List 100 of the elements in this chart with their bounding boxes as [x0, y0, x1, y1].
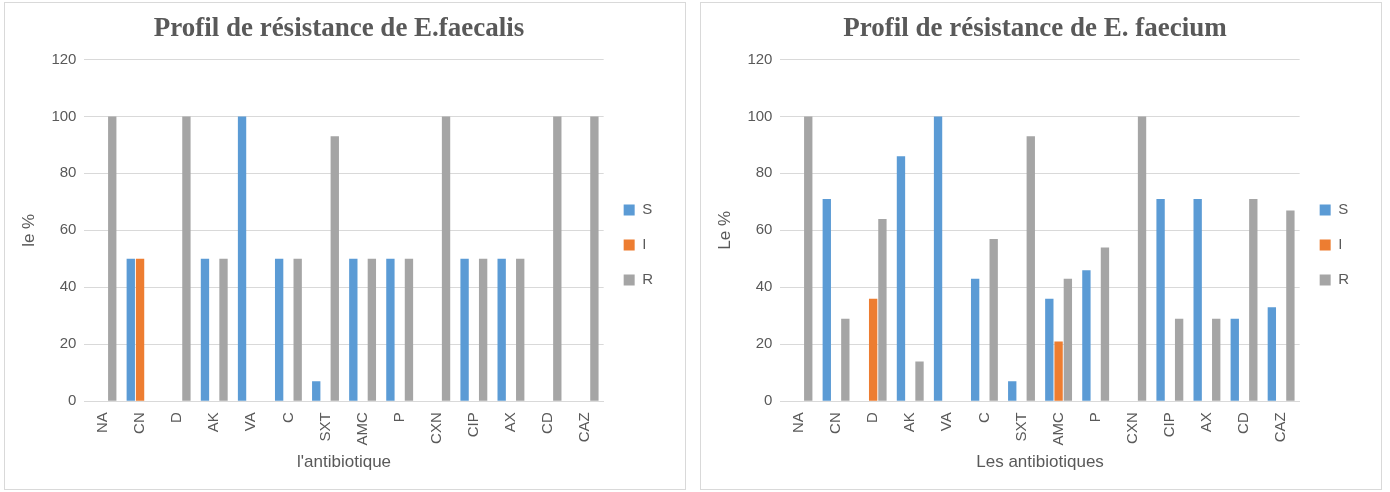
bar: [1100, 247, 1110, 401]
x-tick-label: CAZ: [1271, 412, 1289, 443]
y-tick-label: 60: [755, 220, 773, 238]
legend-label: I: [1338, 235, 1343, 253]
x-tick-label: CIP: [1160, 412, 1177, 438]
y-tick-label: 60: [59, 220, 77, 238]
x-tick-label: AK: [900, 412, 918, 433]
x-tick-label: AK: [204, 412, 222, 433]
y-tick-label: 40: [59, 277, 77, 295]
x-tick-label: VA: [937, 412, 955, 432]
bar: [330, 136, 339, 401]
y-tick-label: 80: [755, 163, 773, 181]
bar: [386, 258, 395, 401]
x-tick-label: SXT: [1011, 412, 1029, 442]
y-tick-label: 40: [755, 277, 773, 295]
x-tick-label: D: [863, 412, 881, 424]
bar: [312, 381, 321, 401]
x-axis-title: l'antibiotique: [297, 452, 392, 472]
y-axis-title: Le %: [714, 210, 734, 250]
legend-label: R: [642, 270, 654, 288]
x-tick-label: CXN: [1122, 412, 1140, 444]
bar: [126, 258, 135, 401]
x-tick-label: NA: [789, 412, 807, 434]
y-tick-label: 0: [68, 391, 77, 409]
x-tick-label: CAZ: [575, 412, 593, 443]
bar: [441, 116, 451, 401]
x-tick-label: CD: [538, 412, 556, 434]
x-tick-label: NA: [93, 412, 111, 434]
x-tick-label: CD: [1234, 412, 1252, 434]
x-tick-label: AMC: [352, 412, 370, 446]
bar: [135, 258, 145, 401]
x-tick-label: CN: [130, 412, 148, 434]
bar: [404, 258, 414, 401]
bar: [367, 258, 377, 401]
bar: [1267, 307, 1277, 401]
chart-title: Profil de résistance de E.faecalis: [153, 12, 525, 43]
bar: [1193, 199, 1202, 401]
x-tick-label: CXN: [426, 412, 444, 444]
bar: [1249, 199, 1258, 401]
x-axis-title: Les antibiotiques: [976, 452, 1104, 472]
bar: [200, 258, 210, 401]
bar: [108, 116, 117, 401]
y-tick-label: 120: [51, 49, 77, 67]
legend-label: I: [642, 235, 647, 253]
bar: [1026, 136, 1035, 401]
y-tick-label: 20: [59, 334, 77, 352]
bar: [1230, 318, 1239, 401]
bar: [1286, 210, 1295, 401]
bar: [182, 116, 191, 401]
x-tick-label: P: [1085, 412, 1103, 423]
bar: [1008, 381, 1017, 401]
bar: [1054, 341, 1063, 401]
y-tick-label: 0: [764, 391, 773, 409]
x-tick-label: CN: [826, 412, 844, 434]
y-axis-title: le %: [18, 213, 38, 247]
bar: [460, 258, 469, 401]
bar: [219, 258, 228, 401]
bar: [896, 156, 906, 401]
bar: [868, 298, 878, 401]
bar: [989, 238, 998, 401]
y-tick-label: 100: [747, 106, 773, 124]
bar: [237, 116, 247, 401]
legend-label: S: [642, 200, 653, 218]
bar: [349, 258, 358, 401]
bar: [497, 258, 506, 401]
bar: [804, 116, 813, 401]
legend-label: S: [1338, 200, 1349, 218]
bar: [1174, 318, 1184, 401]
x-tick-label: AX: [1197, 412, 1215, 433]
bar: [933, 116, 943, 401]
x-tick-label: VA: [241, 412, 259, 432]
bar: [822, 199, 831, 401]
bar: [841, 318, 850, 401]
x-tick-label: D: [167, 412, 185, 424]
bar: [1045, 298, 1054, 401]
y-tick-label: 20: [755, 334, 773, 352]
x-tick-label: SXT: [315, 412, 333, 442]
bar: [1156, 199, 1165, 401]
bar: [274, 258, 284, 401]
bar: [915, 361, 924, 401]
bar: [590, 116, 599, 401]
bar: [478, 258, 488, 401]
x-tick-label: P: [389, 412, 407, 423]
bar: [878, 218, 887, 401]
bar: [293, 258, 302, 401]
bar: [970, 278, 980, 401]
x-tick-label: AMC: [1048, 412, 1066, 446]
y-tick-label: 80: [59, 163, 77, 181]
x-tick-label: C: [278, 412, 296, 424]
bar: [1063, 278, 1073, 401]
bar: [1212, 318, 1221, 401]
legend-label: R: [1338, 270, 1350, 288]
bar: [553, 116, 562, 401]
x-tick-label: C: [974, 412, 992, 424]
x-tick-label: AX: [501, 412, 519, 433]
bar: [1137, 116, 1147, 401]
y-tick-label: 120: [747, 49, 773, 67]
x-tick-label: CIP: [464, 412, 481, 438]
chart-title: Profil de résistance de E. faecium: [843, 12, 1228, 43]
bar: [1082, 270, 1091, 401]
